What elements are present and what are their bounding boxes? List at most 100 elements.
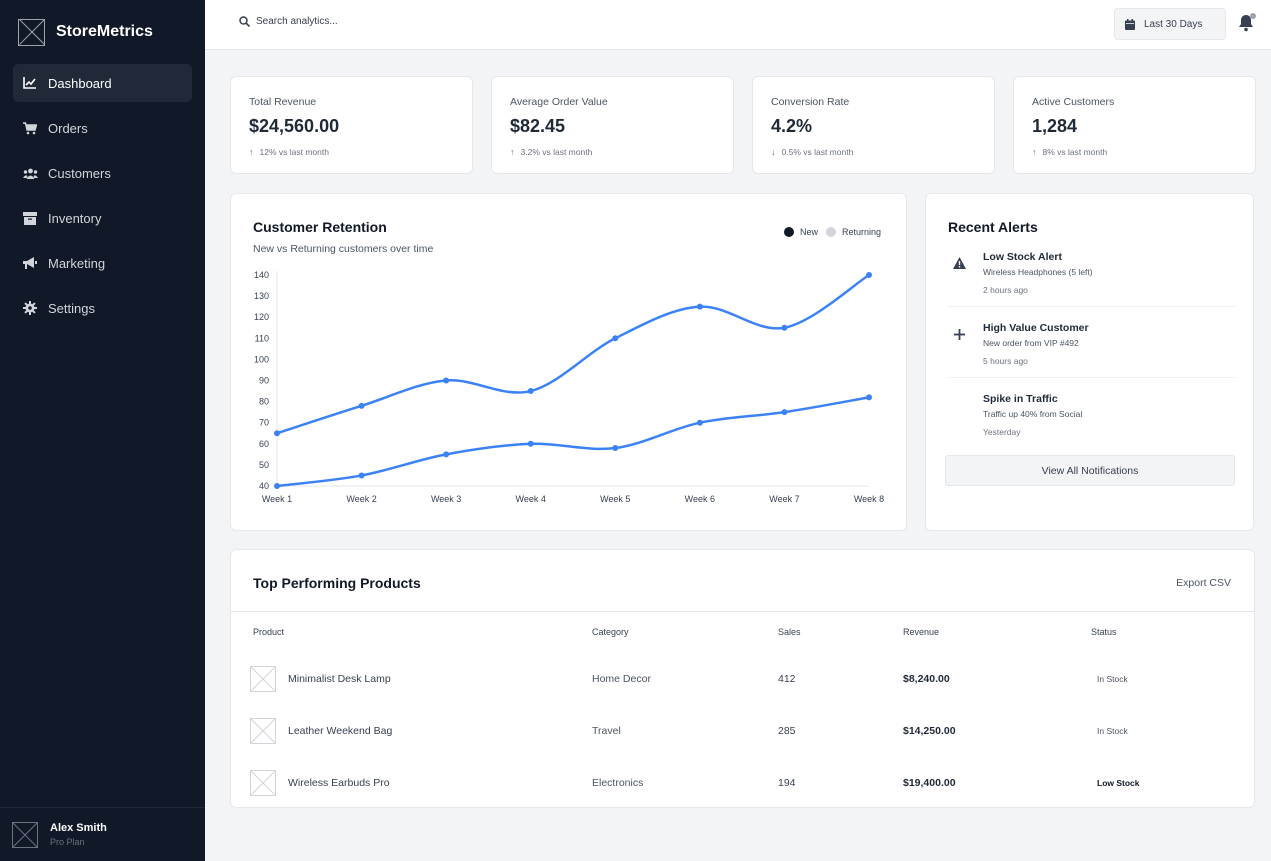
stat-card-active-customers: Active Customers 1,284 ↑ 8% vs last month: [1013, 76, 1256, 174]
alert-item[interactable]: High Value Customer New order from VIP #…: [947, 322, 1234, 392]
sidebar-item-label: Orders: [48, 120, 88, 136]
data-point-new: [358, 402, 365, 409]
stat-value: 4.2%: [771, 116, 813, 136]
date-range-button[interactable]: Last 30 Days: [1114, 8, 1226, 40]
y-tick-label: 80: [259, 397, 269, 407]
data-point-new: [274, 430, 280, 437]
top-products-card: Top Performing Products Export CSV Produ…: [230, 549, 1255, 808]
legend-dot-new: [783, 227, 794, 237]
notifications-button[interactable]: [1238, 13, 1256, 32]
alert-item[interactable]: Spike in Traffic Traffic up 40% from Soc…: [947, 393, 1234, 463]
stat-change: ↓ 0.5% vs last month: [771, 147, 854, 157]
column-header-revenue[interactable]: Revenue: [903, 627, 940, 637]
chart-line-icon: [22, 75, 38, 91]
logo-image: [18, 18, 45, 46]
data-point-new: [866, 272, 872, 278]
sidebar-item-dashboard[interactable]: Dashboard: [13, 64, 192, 102]
export-csv-button[interactable]: Export CSV: [1176, 577, 1231, 589]
stat-value: 1,284: [1032, 116, 1078, 136]
alert-description: Wireless Headphones (5 left): [983, 267, 1093, 277]
product-thumbnail: [250, 718, 276, 744]
sidebar-item-inventory[interactable]: Inventory: [13, 199, 192, 237]
data-point-new: [527, 388, 534, 395]
product-thumbnail: [250, 666, 276, 692]
stat-value: $24,560.00: [249, 116, 340, 136]
table-row[interactable]: Minimalist Desk Lamp Home Decor 412 $8,2…: [231, 653, 1256, 705]
series-line-returning: [276, 396, 870, 488]
sidebar-nav: Dashboard Orders Customers Inventory Mar…: [0, 64, 205, 327]
search-placeholder: Search analytics...: [256, 16, 338, 27]
data-point-returning: [696, 419, 703, 426]
alert-time: 5 hours ago: [983, 356, 1028, 366]
x-tick-label: Week 7: [769, 494, 799, 504]
alert-item[interactable]: Low Stock Alert Wireless Headphones (5 l…: [947, 251, 1234, 321]
data-point-new: [443, 377, 450, 384]
alert-description: New order from VIP #492: [983, 338, 1079, 348]
stat-change: ↑ 8% vs last month: [1032, 147, 1108, 157]
sidebar-item-orders[interactable]: Orders: [13, 109, 192, 147]
data-point-returning: [781, 409, 788, 416]
x-tick-label: Week 2: [346, 494, 376, 504]
product-category: Electronics: [592, 777, 644, 789]
sidebar-item-label: Settings: [48, 300, 95, 316]
y-tick-label: 40: [259, 481, 269, 491]
sidebar-item-settings[interactable]: Settings: [13, 289, 192, 327]
x-tick-label: Week 1: [262, 494, 292, 504]
brand[interactable]: StoreMetrics: [0, 0, 205, 64]
user-profile[interactable]: Alex Smith Pro Plan: [0, 807, 205, 861]
data-point-returning: [274, 483, 280, 489]
stat-label: Total Revenue: [249, 96, 317, 108]
chart-legend: New Returning: [778, 227, 881, 237]
box-icon: [22, 210, 38, 226]
table-row[interactable]: Wireless Earbuds Pro Electronics 194 $19…: [231, 757, 1256, 809]
stat-label: Conversion Rate: [771, 96, 850, 108]
stat-card-average-order-value: Average Order Value $82.45 ↑ 3.2% vs last…: [491, 76, 734, 174]
stat-value: $82.45: [510, 116, 566, 136]
y-tick-label: 70: [259, 418, 269, 428]
data-point-returning: [358, 472, 365, 479]
column-header-sales[interactable]: Sales: [778, 627, 801, 637]
column-header-product[interactable]: Product: [253, 627, 285, 637]
recent-alerts-card: Recent Alerts Low Stock Alert Wireless H…: [925, 193, 1254, 531]
column-header-category[interactable]: Category: [592, 627, 629, 637]
arrow-up-icon: ↑: [1032, 147, 1037, 157]
legend-item-new[interactable]: New: [783, 227, 818, 237]
divider: [947, 377, 1236, 378]
product-revenue: $8,240.00: [903, 673, 950, 685]
product-name: Leather Weekend Bag: [288, 725, 393, 737]
sidebar-item-label: Marketing: [48, 255, 106, 271]
divider: [947, 306, 1236, 307]
arrow-up-icon: ↑: [249, 147, 254, 157]
retention-chart-card: Customer Retention New vs Returning cust…: [230, 193, 907, 531]
chart-subtitle: New vs Returning customers over time: [253, 243, 434, 255]
bell-icon: [1239, 15, 1253, 32]
x-tick-label: Week 6: [685, 494, 715, 504]
product-sales: 194: [778, 777, 796, 789]
data-point-returning: [612, 445, 619, 452]
search-input[interactable]: Search analytics...: [239, 16, 338, 27]
view-all-notifications-button[interactable]: View All Notifications: [945, 455, 1235, 486]
x-tick-label: Week 4: [516, 494, 546, 504]
status-badge: In Stock: [1097, 726, 1128, 736]
calendar-icon: [1125, 18, 1135, 30]
data-point-new: [781, 324, 788, 331]
data-point-new: [696, 303, 703, 310]
data-point-returning: [527, 440, 534, 447]
alert-title: Low Stock Alert: [983, 251, 1062, 263]
y-tick-label: 140: [254, 270, 269, 280]
app-name: StoreMetrics: [56, 23, 153, 40]
table-row[interactable]: Leather Weekend Bag Travel 285 $14,250.0…: [231, 705, 1256, 757]
legend-item-returning[interactable]: Returning: [825, 227, 881, 237]
data-point-returning: [866, 394, 872, 401]
topbar: Search analytics... Last 30 Days: [205, 0, 1271, 50]
column-header-status[interactable]: Status: [1091, 627, 1117, 637]
sidebar-item-marketing[interactable]: Marketing: [13, 244, 192, 282]
sidebar-item-label: Customers: [48, 165, 111, 181]
product-name: Wireless Earbuds Pro: [288, 777, 390, 789]
legend-dot-returning: [825, 227, 836, 237]
chart-title: Customer Retention: [253, 219, 387, 235]
sidebar-item-customers[interactable]: Customers: [13, 154, 192, 192]
x-tick-label: Week 8: [854, 494, 884, 504]
y-tick-label: 100: [254, 354, 269, 364]
x-tick-label: Week 5: [600, 494, 630, 504]
